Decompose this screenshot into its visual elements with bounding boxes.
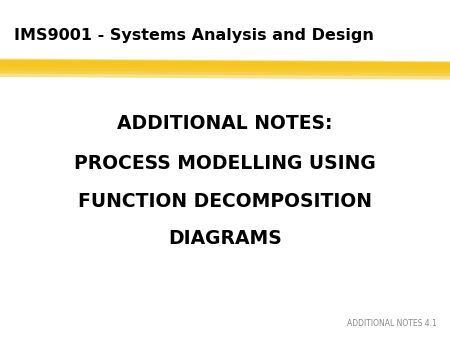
Text: PROCESS MODELLING USING: PROCESS MODELLING USING [74,154,376,173]
Text: IMS9001 - Systems Analysis and Design: IMS9001 - Systems Analysis and Design [14,28,373,43]
Text: ADDITIONAL NOTES 4.1: ADDITIONAL NOTES 4.1 [346,319,436,328]
Text: DIAGRAMS: DIAGRAMS [168,229,282,248]
Text: FUNCTION DECOMPOSITION: FUNCTION DECOMPOSITION [78,192,372,211]
Text: ADDITIONAL NOTES:: ADDITIONAL NOTES: [117,114,333,133]
